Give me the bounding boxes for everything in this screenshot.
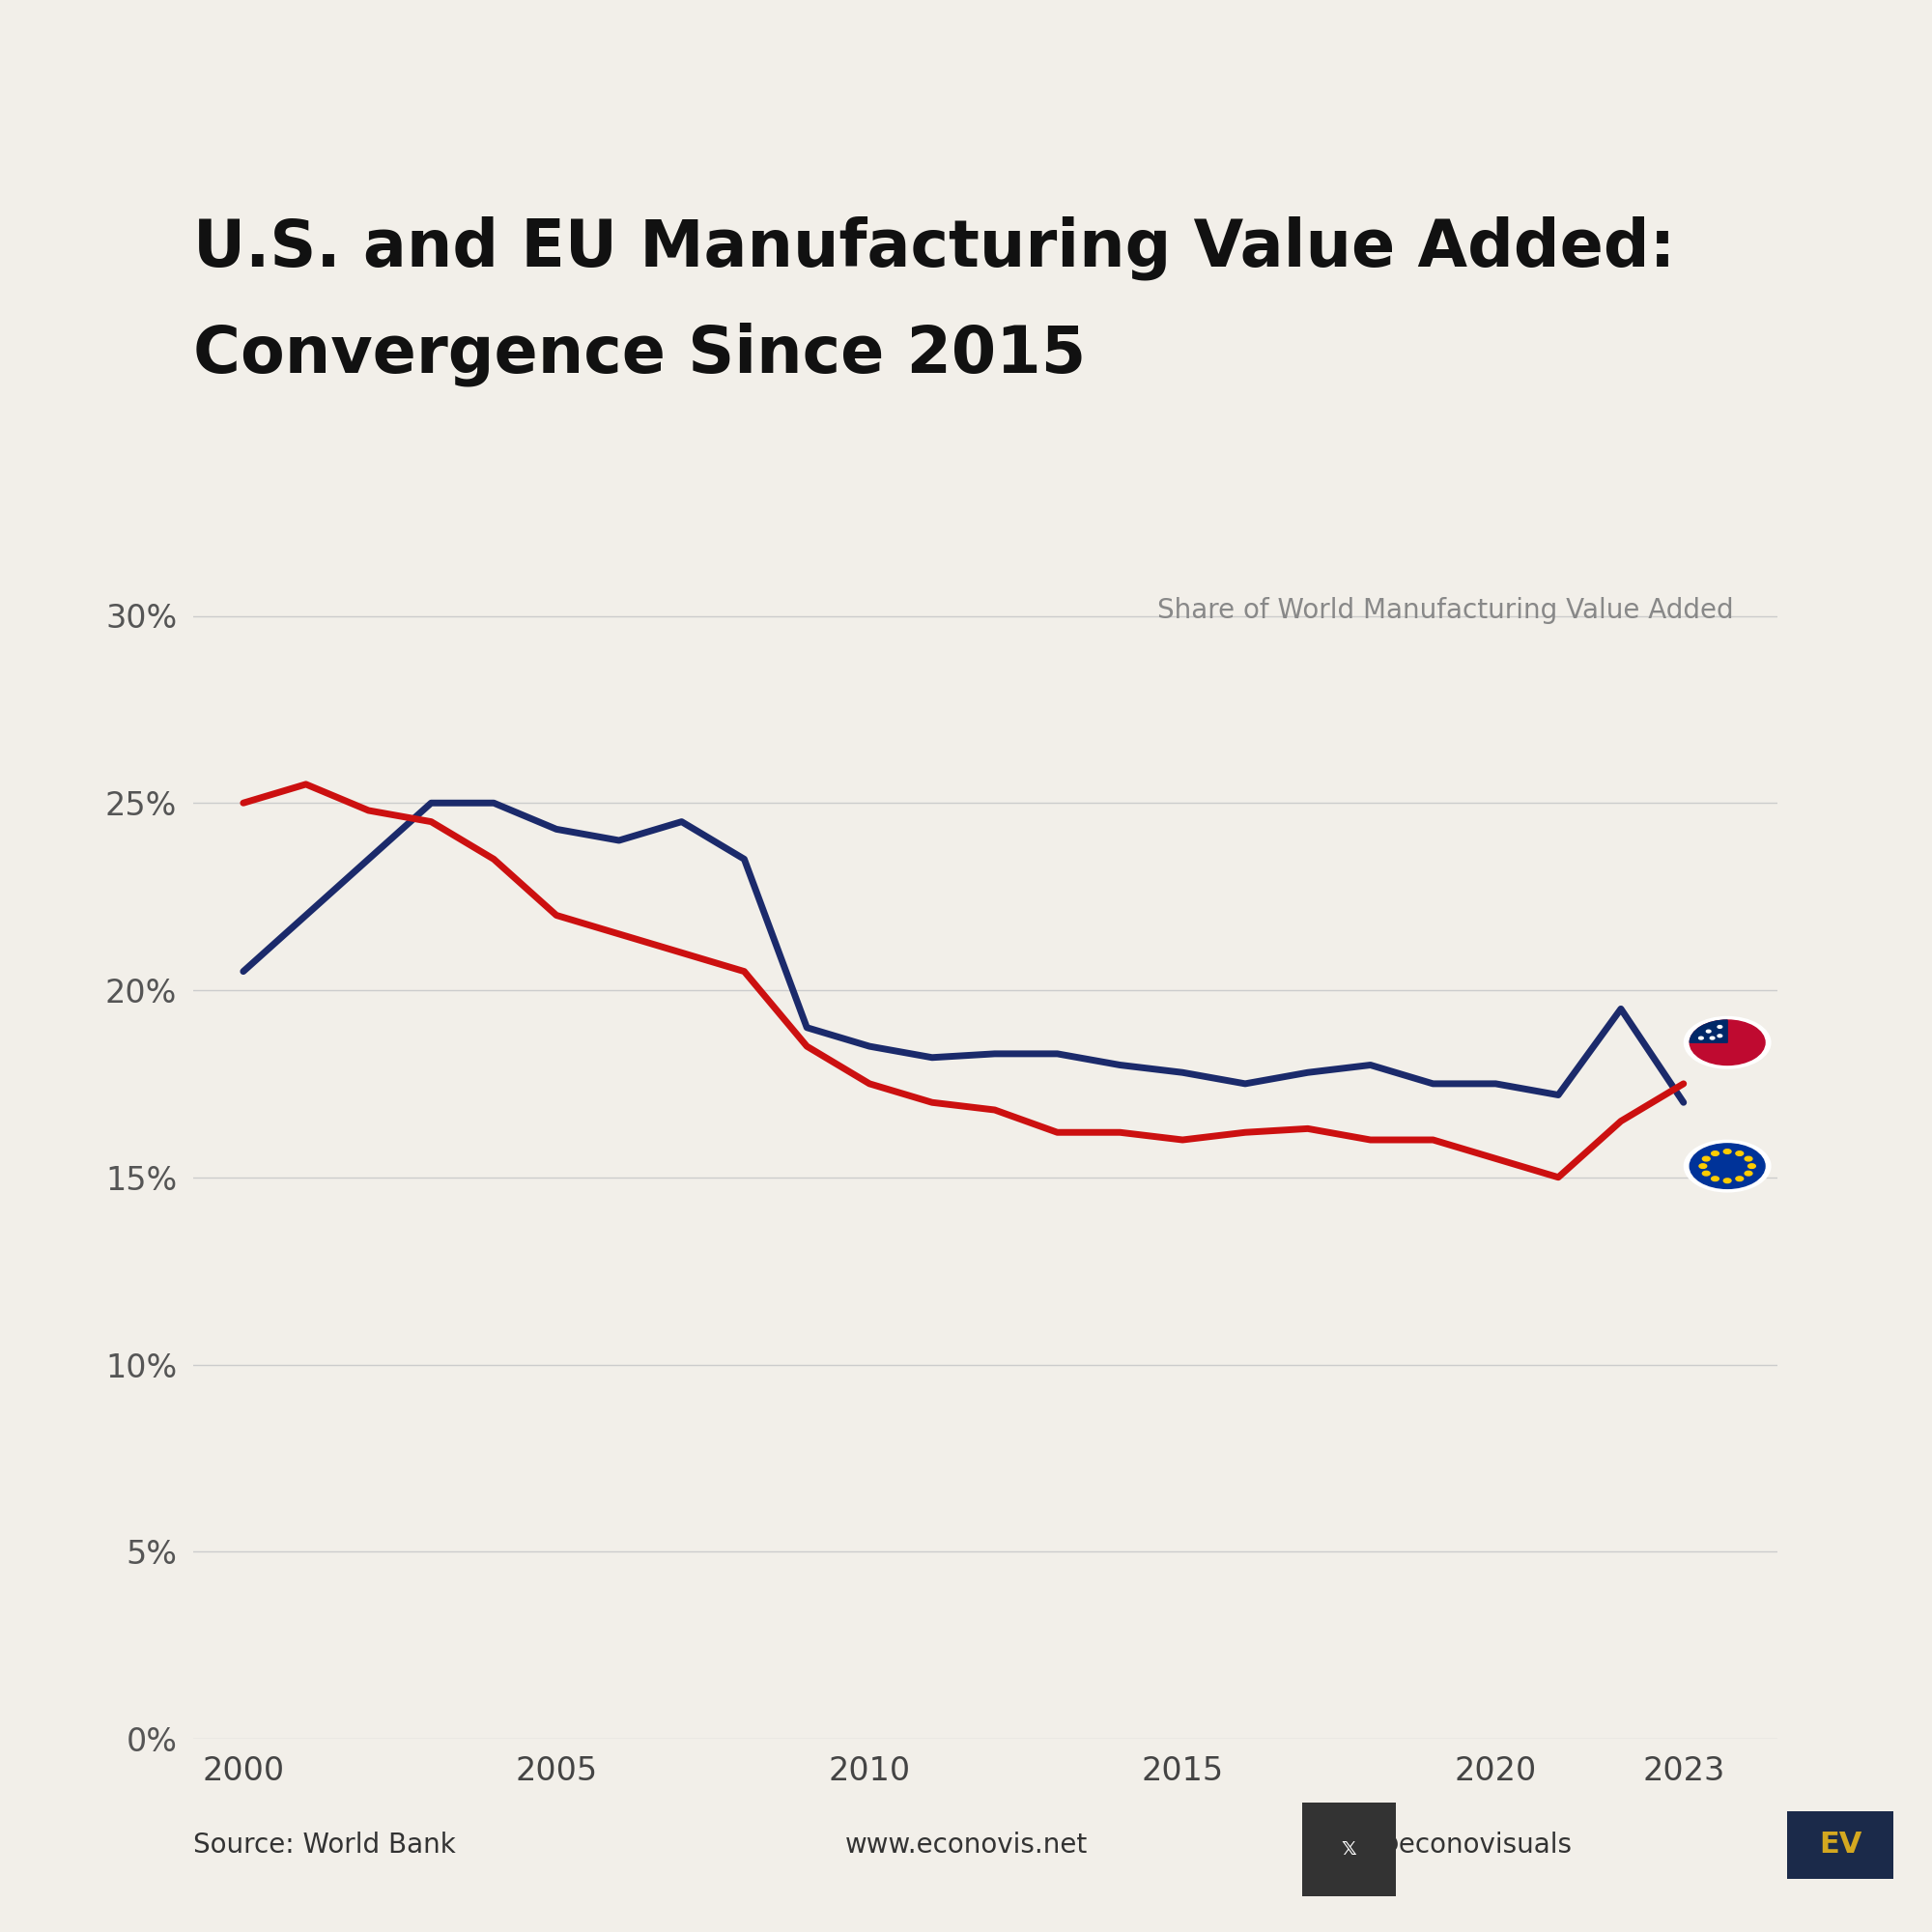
Circle shape (1712, 1177, 1719, 1180)
Circle shape (1702, 1171, 1710, 1177)
Circle shape (1702, 1157, 1710, 1161)
Circle shape (1302, 1803, 1395, 1895)
Circle shape (1698, 1037, 1704, 1039)
Circle shape (1735, 1151, 1743, 1155)
Circle shape (1745, 1157, 1752, 1161)
Text: Convergence Since 2015: Convergence Since 2015 (193, 323, 1086, 386)
Circle shape (1718, 1026, 1721, 1028)
Circle shape (1745, 1171, 1752, 1177)
Circle shape (1690, 1144, 1766, 1188)
Text: U.S. and EU Manufacturing Value Added:: U.S. and EU Manufacturing Value Added: (193, 216, 1675, 280)
Text: Share of World Manufacturing Value Added: Share of World Manufacturing Value Added (1157, 597, 1733, 624)
Circle shape (1685, 1140, 1770, 1192)
Circle shape (1706, 1030, 1712, 1034)
Circle shape (1710, 1037, 1714, 1039)
Text: EV: EV (1818, 1832, 1862, 1859)
Circle shape (1685, 1016, 1770, 1068)
Text: www.econovis.net: www.econovis.net (844, 1832, 1088, 1859)
Wedge shape (1690, 1020, 1727, 1043)
Circle shape (1690, 1020, 1766, 1065)
Circle shape (1712, 1151, 1719, 1155)
Circle shape (1698, 1163, 1706, 1169)
Circle shape (1735, 1177, 1743, 1180)
Circle shape (1723, 1179, 1731, 1182)
Circle shape (1718, 1034, 1721, 1037)
Text: Source: World Bank: Source: World Bank (193, 1832, 456, 1859)
Text: 𝕏: 𝕏 (1341, 1839, 1356, 1859)
Text: @econovisuals: @econovisuals (1372, 1832, 1573, 1859)
Circle shape (1748, 1163, 1756, 1169)
Circle shape (1723, 1150, 1731, 1153)
